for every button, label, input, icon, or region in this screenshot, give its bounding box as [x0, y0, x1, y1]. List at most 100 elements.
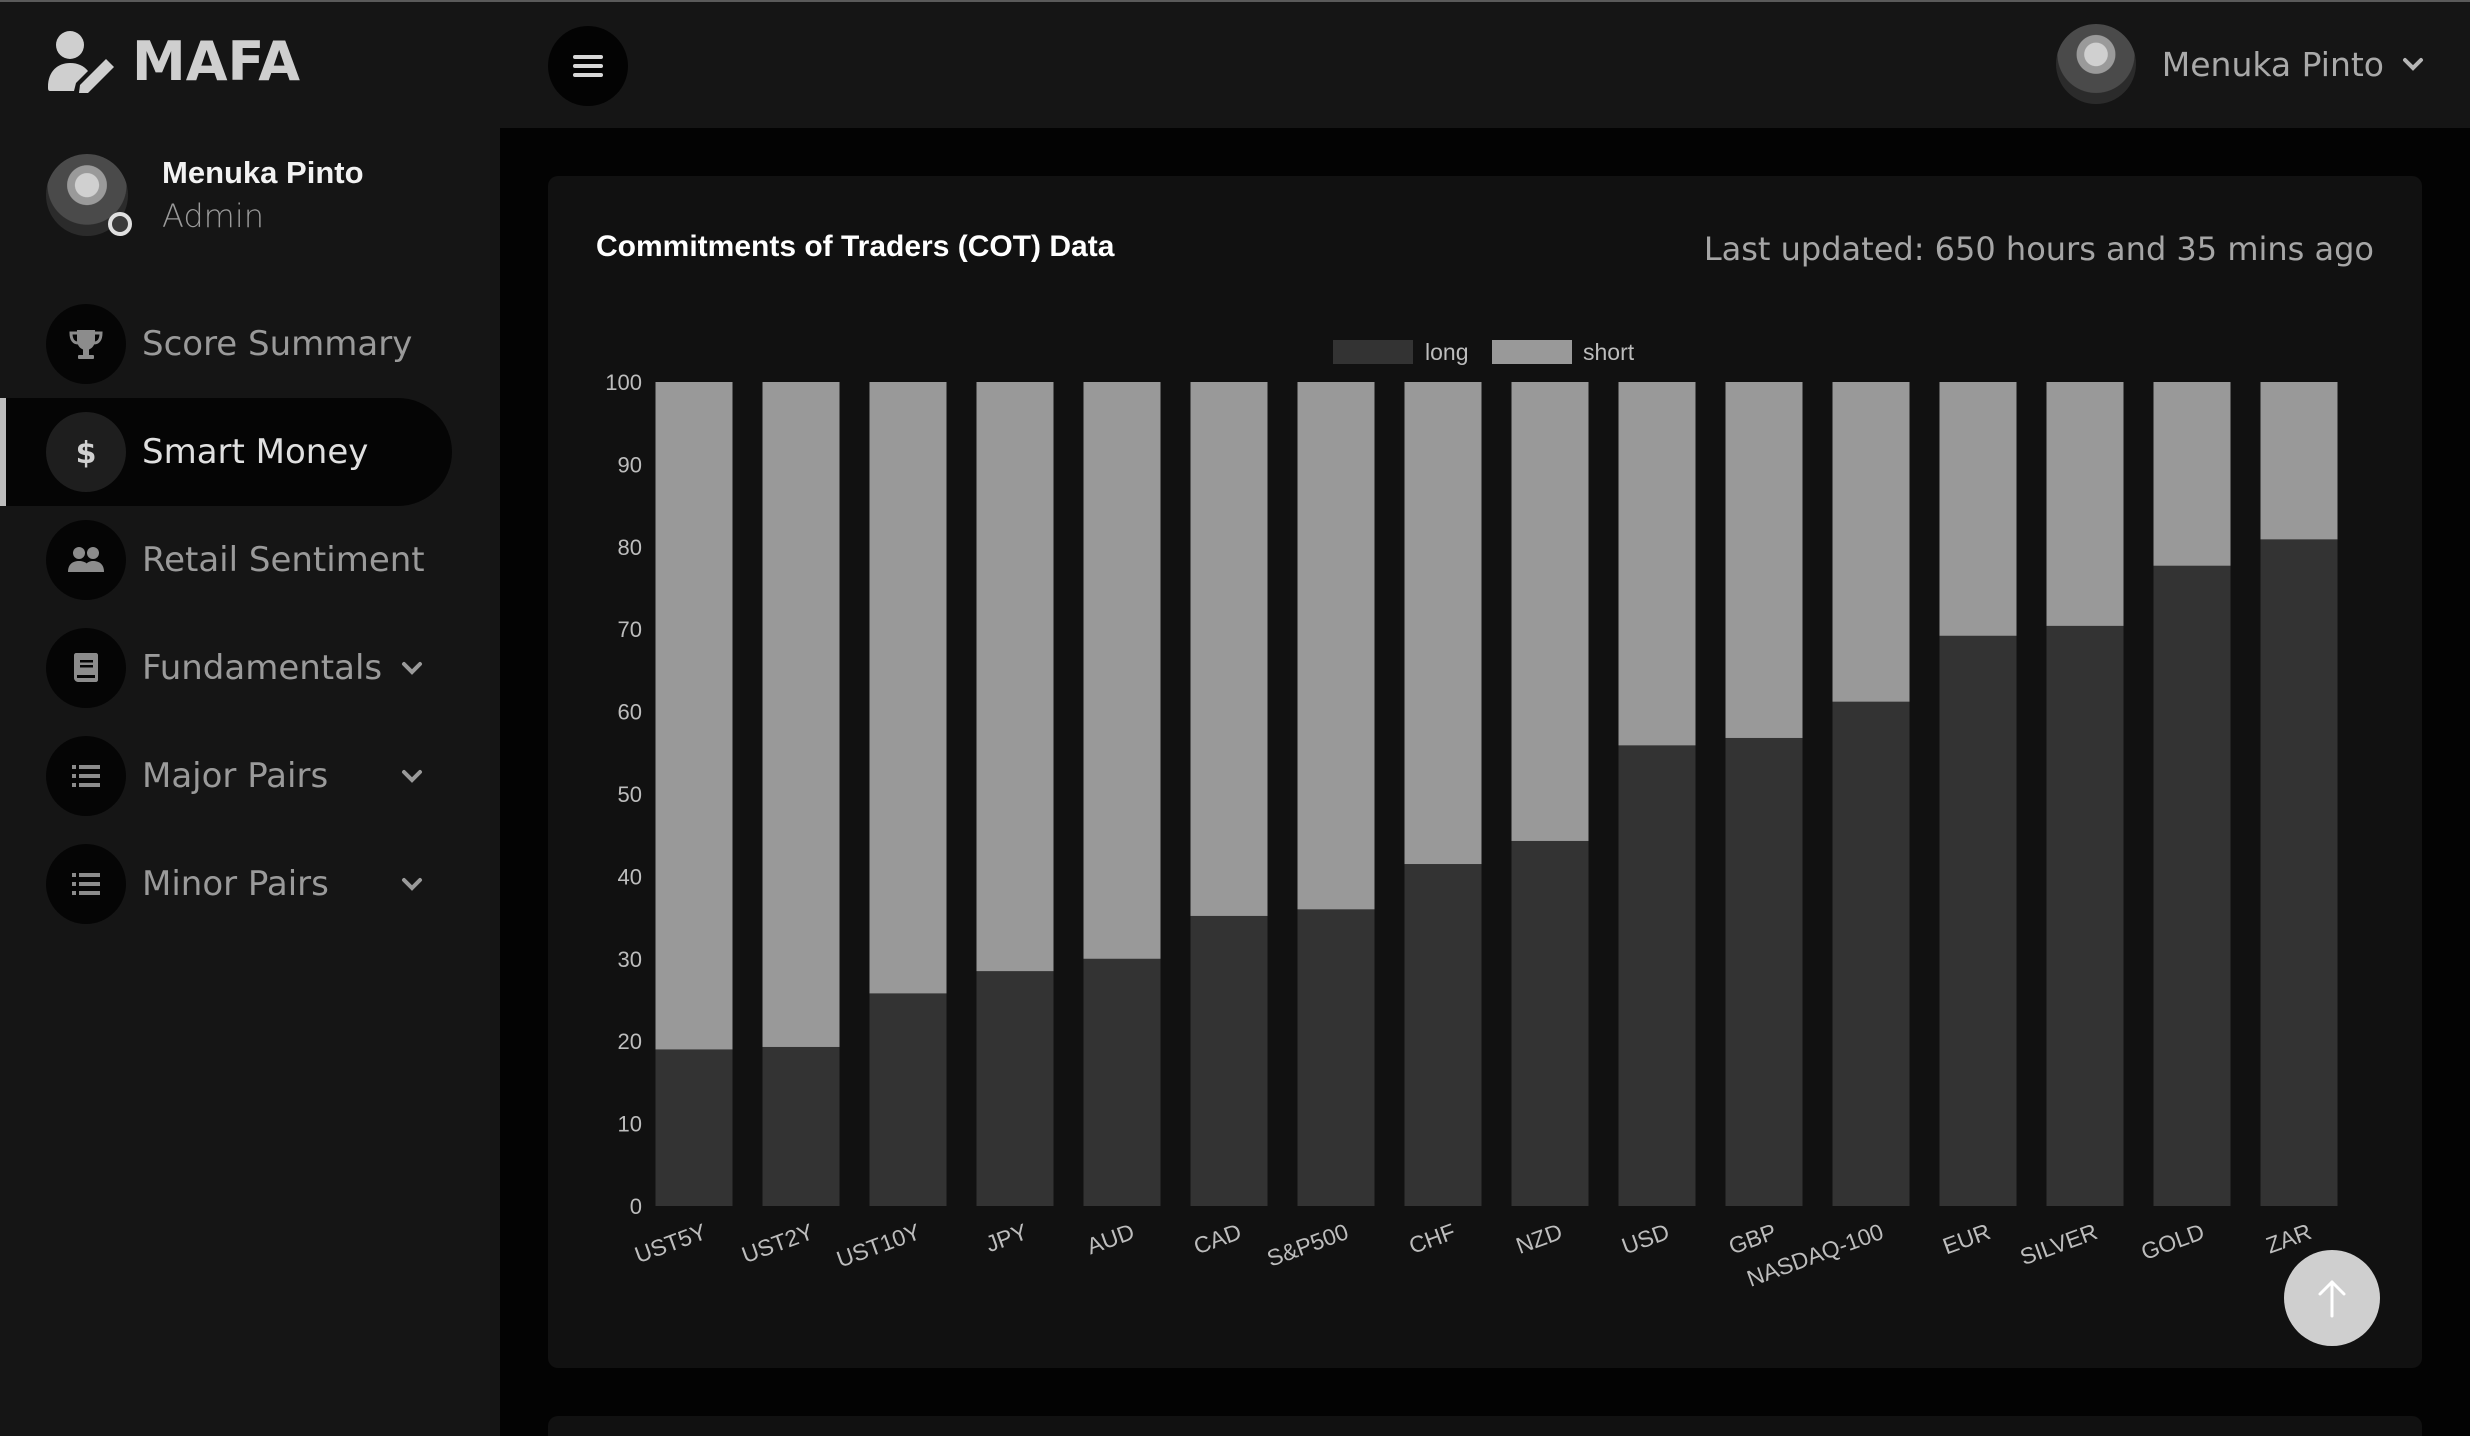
- legend-label-long: long: [1425, 339, 1468, 365]
- list-icon: [46, 844, 126, 924]
- bar-long-eur: [1939, 635, 2017, 1206]
- cot-stacked-bar-chart: 0 10 20 30 40 50 60 70 80 90 100 UST5Y UST2Y UST10Y JP…: [605, 339, 2338, 1292]
- y-tick-label: 90: [618, 452, 642, 477]
- legend-swatch-long: [1333, 340, 1413, 364]
- bar-short-nasdaq-100: [1832, 382, 1910, 702]
- bar-short-cad: [1190, 382, 1268, 916]
- profile-name: Menuka Pinto: [162, 155, 364, 190]
- hamburger-icon: [573, 55, 603, 77]
- bar-short-ust5y: [655, 382, 733, 1050]
- x-tick-label: S&P500: [1264, 1218, 1352, 1271]
- bar-long-nasdaq-100: [1832, 701, 1910, 1206]
- card-title: Commitments of Traders (COT) Data: [596, 230, 1115, 263]
- x-tick-label: NZD: [1512, 1218, 1565, 1259]
- sidebar-nav: Score Summary $ Smart Money Retail Senti…: [0, 290, 500, 938]
- scroll-to-top-button[interactable]: [2284, 1250, 2380, 1346]
- top-border: [0, 0, 2470, 2]
- sidebar: MAFA Menuka Pinto Admin Score Summary $ …: [0, 2, 500, 1436]
- sidebar-item-score-summary[interactable]: Score Summary: [0, 290, 500, 398]
- bar-long-nzd: [1511, 840, 1589, 1206]
- sidebar-item-retail-sentiment[interactable]: Retail Sentiment: [0, 506, 500, 614]
- x-tick-label: ZAR: [2263, 1218, 2315, 1258]
- brand-name: MAFA: [132, 29, 301, 93]
- x-tick-label: UST2Y: [738, 1218, 817, 1268]
- bar-short-usd: [1618, 382, 1696, 746]
- x-tick-label: GBP: [1725, 1218, 1780, 1259]
- y-tick-label: 30: [618, 947, 642, 972]
- sidebar-item-label: Minor Pairs: [142, 864, 329, 904]
- y-tick-label: 100: [605, 370, 642, 395]
- arrow-up-icon: [2318, 1280, 2346, 1318]
- x-tick-label: UST5Y: [631, 1218, 710, 1268]
- bar-long-chf: [1404, 864, 1482, 1206]
- user-edit-icon: [48, 31, 114, 93]
- sidebar-item-label: Score Summary: [142, 324, 413, 364]
- bar-long-s&p500: [1297, 909, 1375, 1206]
- sidebar-item-smart-money[interactable]: $ Smart Money: [0, 398, 452, 506]
- bar-short-gbp: [1725, 382, 1803, 738]
- bar-short-gold: [2153, 382, 2231, 566]
- legend-swatch-short: [1492, 340, 1572, 364]
- bar-short-jpy: [976, 382, 1054, 972]
- book-icon: [46, 628, 126, 708]
- dollar-icon: $: [46, 412, 126, 492]
- bar-short-s&p500: [1297, 382, 1375, 910]
- list-icon: [46, 736, 126, 816]
- x-tick-label: USD: [1618, 1218, 1673, 1259]
- bar-long-gold: [2153, 565, 2231, 1206]
- bar-short-nzd: [1511, 382, 1589, 841]
- bar-long-aud: [1083, 958, 1161, 1206]
- y-tick-label: 50: [618, 782, 642, 807]
- sidebar-item-label: Fundamentals: [142, 648, 383, 688]
- x-tick-label: CAD: [1190, 1218, 1245, 1259]
- chevron-down-icon: [402, 878, 422, 891]
- trophy-icon: [46, 304, 126, 384]
- chevron-down-icon: [402, 662, 422, 675]
- online-status-indicator: [108, 212, 132, 236]
- sidebar-profile: Menuka Pinto Admin: [46, 154, 364, 236]
- sidebar-item-fundamentals[interactable]: Fundamentals: [0, 614, 500, 722]
- chevron-down-icon: [402, 770, 422, 783]
- x-tick-label: AUD: [1083, 1218, 1138, 1259]
- bar-short-chf: [1404, 382, 1482, 865]
- menu-toggle-button[interactable]: [548, 26, 628, 106]
- bar-short-silver: [2046, 382, 2124, 626]
- sidebar-item-major-pairs[interactable]: Major Pairs: [0, 722, 500, 830]
- bar-long-ust2y: [762, 1046, 840, 1206]
- bar-long-zar: [2260, 539, 2338, 1206]
- sidebar-item-minor-pairs[interactable]: Minor Pairs: [0, 830, 500, 938]
- avatar: [2055, 24, 2136, 104]
- legend-label-short: short: [1583, 339, 1635, 365]
- x-tick-label: UST10Y: [833, 1218, 924, 1272]
- bar-long-silver: [2046, 625, 2124, 1206]
- bar-short-ust10y: [869, 382, 947, 994]
- bar-long-jpy: [976, 971, 1054, 1206]
- sidebar-item-label: Smart Money: [142, 432, 369, 472]
- bar-long-usd: [1618, 745, 1696, 1206]
- brand[interactable]: MAFA: [46, 24, 300, 98]
- next-card: [548, 1416, 2422, 1436]
- chevron-down-icon: [2403, 58, 2423, 71]
- bar-short-zar: [2260, 382, 2338, 540]
- y-tick-label: 80: [618, 535, 642, 560]
- y-tick-label: 40: [618, 864, 642, 889]
- bar-long-gbp: [1725, 737, 1803, 1206]
- user-name: Menuka Pinto: [2161, 44, 2384, 84]
- x-tick-label: SILVER: [2017, 1218, 2101, 1270]
- bar-long-cad: [1190, 915, 1268, 1206]
- avatar: [46, 154, 132, 236]
- last-updated-text: Last updated: 650 hours and 35 mins ago: [1703, 230, 2374, 268]
- x-tick-label: EUR: [1939, 1218, 1994, 1259]
- svg-text:$: $: [76, 436, 97, 470]
- topbar: Menuka Pinto: [500, 2, 2470, 128]
- x-tick-label: GOLD: [2138, 1218, 2208, 1265]
- cot-chart-card: 0 10 20 30 40 50 60 70 80 90 100 UST5Y UST2Y UST10Y JP…: [548, 176, 2422, 1368]
- x-tick-label: CHF: [1405, 1218, 1458, 1259]
- users-icon: [46, 520, 126, 600]
- y-tick-label: 10: [618, 1112, 642, 1137]
- y-tick-label: 60: [618, 700, 642, 725]
- sidebar-item-label: Major Pairs: [142, 756, 329, 796]
- profile-role: Admin: [162, 197, 264, 235]
- y-tick-label: 0: [630, 1194, 642, 1219]
- user-menu[interactable]: Menuka Pinto: [2055, 24, 2426, 104]
